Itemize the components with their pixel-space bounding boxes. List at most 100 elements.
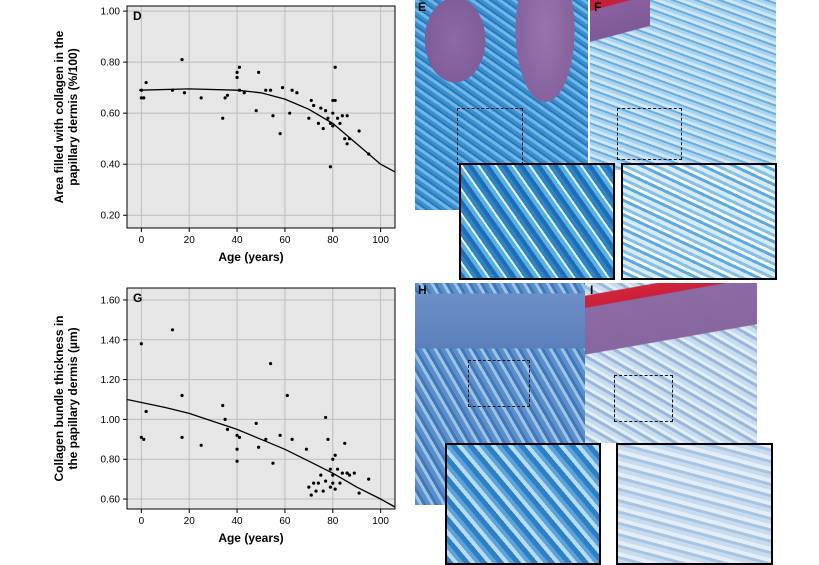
y-tick-label: 0.80 (101, 455, 121, 466)
data-point (278, 433, 282, 437)
x-tick-label: 80 (327, 516, 339, 527)
data-point (257, 445, 261, 449)
data-point (333, 453, 337, 457)
y-tick-label: 1.40 (101, 335, 121, 346)
data-point (319, 106, 323, 110)
data-point (328, 121, 332, 125)
data-point (295, 91, 299, 95)
x-tick-label: 100 (372, 516, 389, 527)
data-point (328, 485, 332, 489)
y-axis-title-line: Collagen bundle thickness in (52, 315, 66, 481)
data-point (170, 88, 175, 92)
data-point (225, 93, 230, 97)
data-point (309, 98, 313, 103)
data-point (264, 437, 268, 441)
data-point (345, 114, 349, 118)
data-point (280, 86, 285, 90)
data-point (324, 479, 328, 483)
data-point (343, 441, 347, 445)
data-point (312, 481, 316, 485)
micrograph-i (585, 283, 757, 443)
data-point (237, 65, 242, 69)
data-point (139, 342, 143, 346)
fit-curve (126, 398, 396, 508)
data-point (237, 88, 242, 92)
x-tick-label: 60 (279, 235, 291, 246)
data-point (268, 88, 273, 92)
data-point (170, 328, 175, 332)
data-point (237, 435, 242, 439)
zoom-box-e (457, 108, 523, 165)
x-tick-label: 80 (327, 235, 339, 246)
data-point (328, 467, 332, 471)
micrograph-f (590, 0, 776, 170)
data-point (307, 116, 311, 120)
inset-e (459, 163, 615, 280)
data-point (142, 96, 146, 100)
data-point (319, 473, 323, 477)
data-point (333, 98, 337, 103)
data-point (223, 417, 227, 422)
x-tick-label: 20 (184, 516, 196, 527)
data-point (314, 489, 318, 493)
data-point (139, 96, 143, 100)
y-axis-title-line: Area filled with collagen in the (52, 30, 66, 203)
panel-label: D (133, 9, 142, 23)
data-point (180, 393, 184, 398)
data-point (235, 70, 239, 74)
chart-d: 0 20 40 60 80 100 0.20 0.40 0.60 0.80 1.00 Age (yea… (52, 5, 396, 264)
data-point (144, 80, 148, 85)
inset-i (616, 443, 773, 565)
plot-frame (126, 287, 396, 510)
plot-area (126, 287, 396, 510)
data-point (324, 109, 328, 113)
y-tick-label: 1.00 (101, 7, 121, 18)
inset-f (621, 163, 777, 280)
data-point (288, 111, 292, 115)
data-point (324, 415, 328, 420)
data-point (331, 457, 335, 461)
data-point (331, 98, 335, 103)
x-tick-label: 100 (372, 235, 389, 246)
data-point (221, 116, 225, 120)
data-point (271, 461, 275, 465)
data-point (307, 485, 311, 489)
data-point (278, 131, 282, 136)
data-point (290, 88, 294, 92)
data-point (367, 152, 371, 156)
data-point (331, 111, 335, 115)
data-point (235, 75, 239, 80)
data-point (221, 403, 225, 408)
data-point (352, 471, 356, 475)
data-point (331, 124, 335, 128)
x-axis-title: Age (years) (218, 531, 283, 545)
data-point (139, 435, 143, 439)
data-point (328, 165, 332, 169)
data-point (347, 473, 352, 477)
data-point (290, 437, 294, 441)
data-point (338, 121, 342, 125)
data-point (254, 109, 258, 113)
data-point (235, 433, 239, 437)
plot-frame (126, 5, 396, 229)
data-point (345, 471, 349, 475)
y-tick-label: 0.60 (101, 495, 121, 506)
data-point (340, 471, 344, 475)
data-point (242, 91, 246, 95)
data-point (312, 103, 316, 108)
panel-label-i: I (590, 283, 594, 297)
data-point (180, 435, 184, 439)
data-point (316, 121, 321, 125)
data-point (331, 481, 335, 485)
zoom-box-h (468, 360, 530, 407)
data-point (345, 142, 349, 146)
data-point (235, 447, 239, 451)
x-axis-title: Age (years) (218, 250, 283, 264)
panel-label-h: H (418, 283, 427, 297)
panel-label-f: F (594, 0, 602, 14)
data-point (139, 88, 143, 92)
data-point (326, 116, 330, 120)
data-point (357, 491, 361, 495)
data-point (367, 477, 371, 481)
chart-g: 0 20 40 60 80 100 0.60 0.80 1.00 1.20 1.40 1.60 Age … (52, 287, 396, 545)
